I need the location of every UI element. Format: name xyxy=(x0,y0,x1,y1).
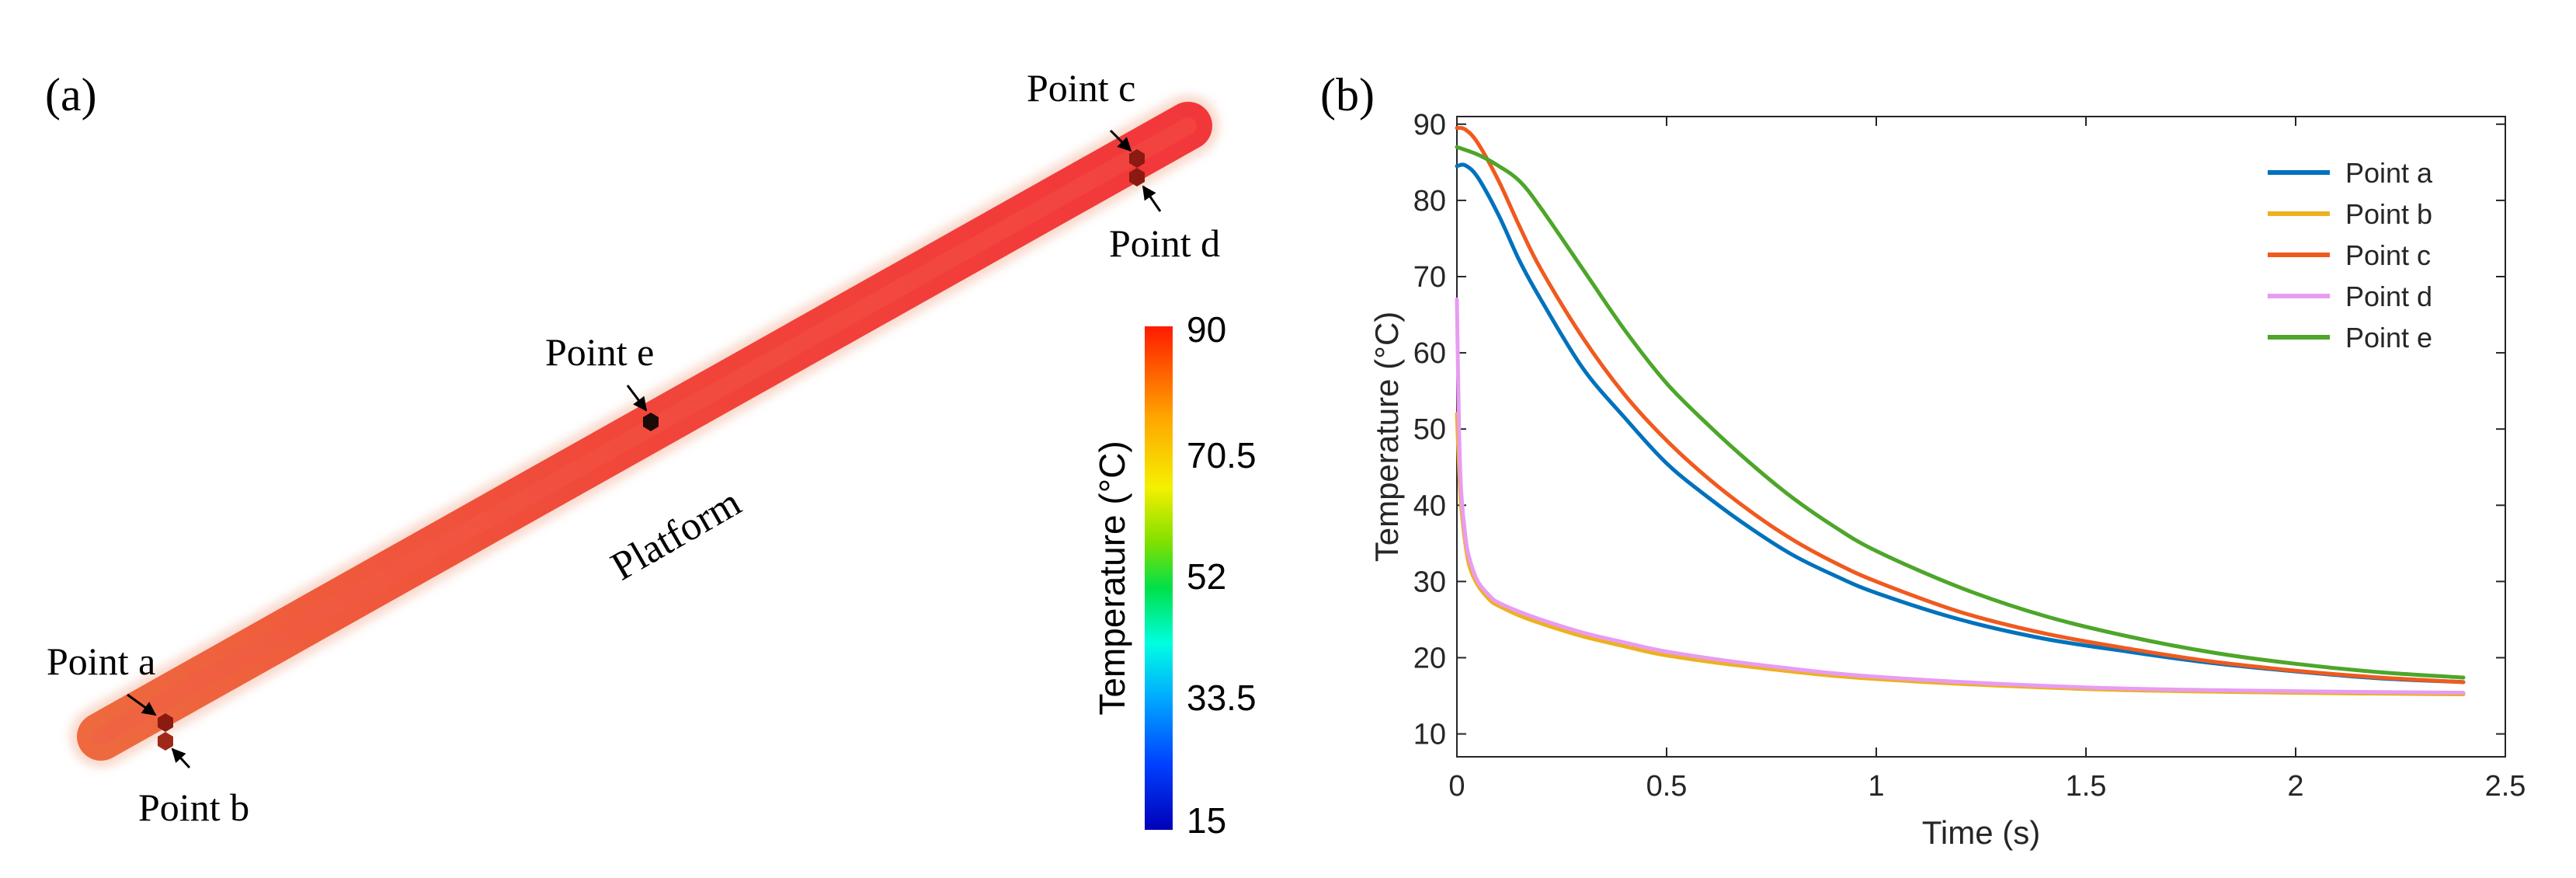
point-d-marker xyxy=(1129,168,1145,186)
legend-entry: Point a xyxy=(2345,157,2433,189)
point-a-marker xyxy=(158,713,173,732)
point-a-label: Point a xyxy=(47,639,155,683)
x-axis-label: Time (s) xyxy=(1922,814,2040,851)
colorbar: Temperature (°C) 90 70.5 52 33.5 15 xyxy=(1092,309,1257,841)
panel-a-label: (a) xyxy=(45,69,97,120)
y-tick-label: 70 xyxy=(1413,261,1446,294)
y-tick-label: 10 xyxy=(1413,719,1446,751)
x-tick-label: 1 xyxy=(1868,770,1884,803)
panel-b: (b) 0 0.5 1 1.5 2 2.5 10 20 30 40 50 60 70 80 90 Time (… xyxy=(1320,69,2526,851)
legend-entry: Point b xyxy=(2345,198,2432,230)
legend-entry: Point d xyxy=(2345,280,2432,312)
colorbar-tick-label: 52 xyxy=(1187,556,1226,597)
point-a-arrow xyxy=(127,693,157,716)
x-tick-label: 0 xyxy=(1448,770,1465,803)
point-b-label: Point b xyxy=(138,786,249,829)
panel-b-label: (b) xyxy=(1320,69,1375,120)
x-tick-label: 0.5 xyxy=(1646,770,1688,803)
y-tick-label: 40 xyxy=(1413,490,1446,522)
series-line-point-b xyxy=(1455,412,2466,697)
y-tick-label: 60 xyxy=(1413,337,1446,370)
series-line-point-c xyxy=(1455,126,2466,685)
point-e-marker xyxy=(643,413,659,431)
y-tick-label: 90 xyxy=(1413,109,1446,141)
colorbar-tick-label: 70.5 xyxy=(1187,435,1257,476)
colorbar-gradient xyxy=(1145,326,1173,830)
platform-label: Platform xyxy=(604,480,749,589)
point-e-label: Point e xyxy=(545,330,654,374)
colorbar-tick-label: 33.5 xyxy=(1187,678,1257,718)
platform-rod xyxy=(70,95,1219,768)
series-line-point-d xyxy=(1455,297,2466,695)
colorbar-tick-label: 90 xyxy=(1187,309,1226,350)
point-b-marker xyxy=(158,732,173,751)
x-tick-label: 1.5 xyxy=(2066,770,2107,803)
legend-entry: Point e xyxy=(2345,322,2432,354)
point-c-label: Point c xyxy=(1027,66,1135,110)
colorbar-tick-label: 15 xyxy=(1187,800,1226,841)
point-d-arrow xyxy=(1142,185,1162,212)
point-d-label: Point d xyxy=(1109,221,1220,265)
series-line-point-e xyxy=(1455,145,2466,680)
temperature-chart: 0 0.5 1 1.5 2 2.5 10 20 30 40 50 60 70 80 90 Time (s) Te… xyxy=(1368,109,2526,851)
point-b-arrow xyxy=(171,747,191,769)
panel-a: (a) Platform Point a Point b Point c Poi… xyxy=(45,66,1257,841)
x-tick-label: 2 xyxy=(2287,770,2303,803)
point-e-arrow xyxy=(626,385,648,412)
series-line-point-a xyxy=(1455,162,2466,685)
legend-entry: Point c xyxy=(2345,239,2431,271)
y-tick-label: 80 xyxy=(1413,185,1446,218)
y-tick-label: 20 xyxy=(1413,642,1446,674)
y-axis-label: Temperature (°C) xyxy=(1368,312,1405,563)
point-c-marker xyxy=(1129,149,1145,168)
y-tick-label: 50 xyxy=(1413,413,1446,446)
x-tick-label: 2.5 xyxy=(2485,770,2526,803)
point-c-arrow xyxy=(1109,129,1132,152)
colorbar-title: Temperature (°C) xyxy=(1092,441,1132,715)
y-tick-label: 30 xyxy=(1413,566,1446,598)
